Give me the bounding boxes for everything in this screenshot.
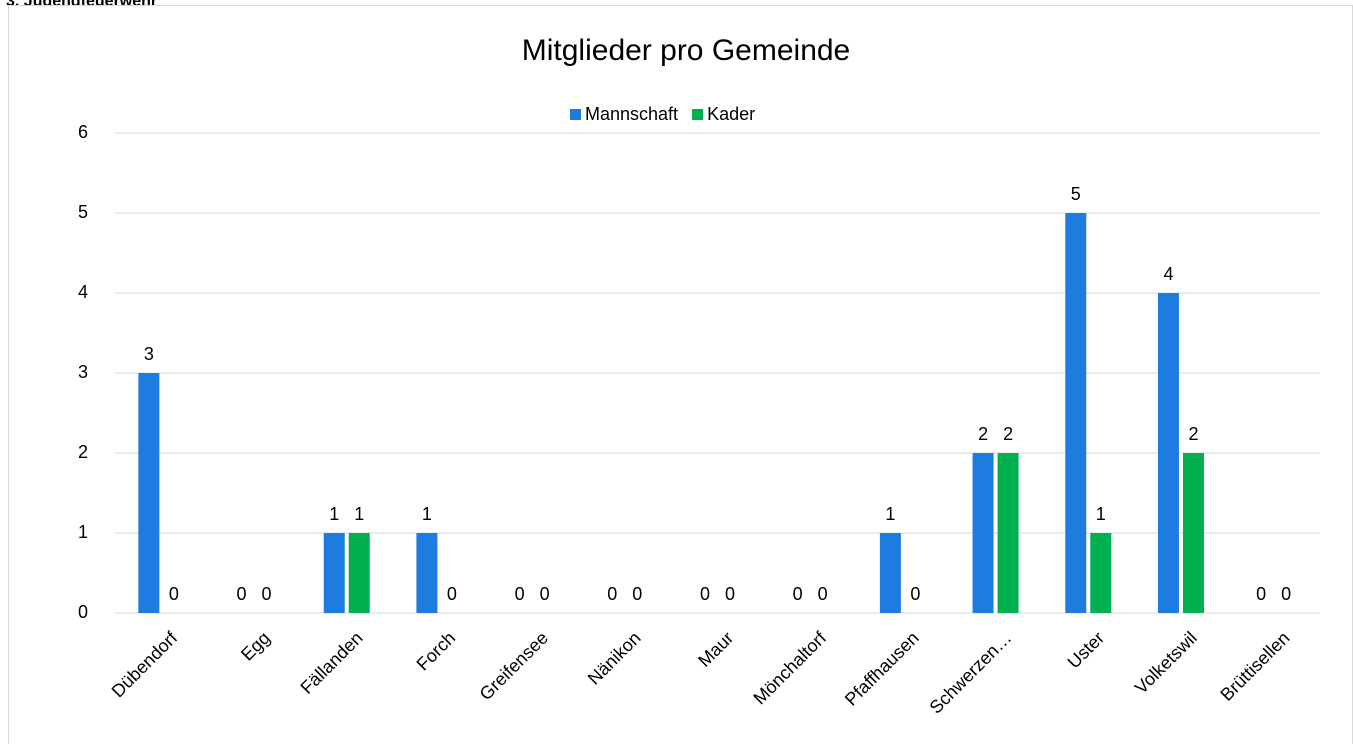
bar (138, 373, 160, 613)
bar (879, 533, 901, 613)
data-label: 1 (329, 504, 339, 524)
data-label: 0 (910, 584, 920, 604)
data-label: 0 (1256, 584, 1266, 604)
y-tick-label: 3 (78, 362, 88, 382)
bar (416, 533, 438, 613)
bar (997, 453, 1019, 613)
data-label: 0 (447, 584, 457, 604)
y-tick-label: 1 (78, 522, 88, 542)
y-tick-label: 4 (78, 282, 88, 302)
data-label: 0 (540, 584, 550, 604)
y-tick-label: 0 (78, 602, 88, 622)
data-label: 0 (1281, 584, 1291, 604)
data-label: 0 (262, 584, 272, 604)
data-label: 0 (632, 584, 642, 604)
data-label: 0 (607, 584, 617, 604)
bar (1157, 293, 1179, 613)
bar (323, 533, 345, 613)
data-label: 0 (700, 584, 710, 604)
data-label: 2 (1188, 424, 1198, 444)
y-tick-label: 6 (78, 122, 88, 142)
data-label: 0 (515, 584, 525, 604)
bar (1182, 453, 1204, 613)
data-label: 1 (1096, 504, 1106, 524)
bar (972, 453, 994, 613)
data-label: 1 (422, 504, 432, 524)
data-label: 0 (169, 584, 179, 604)
data-label: 4 (1163, 264, 1173, 284)
bar (1065, 213, 1087, 613)
chart-frame (8, 5, 1353, 744)
data-label: 2 (978, 424, 988, 444)
data-label: 1 (885, 504, 895, 524)
data-label: 5 (1071, 184, 1081, 204)
legend-label: Kader (707, 104, 755, 124)
data-label: 3 (144, 344, 154, 364)
y-tick-label: 2 (78, 442, 88, 462)
y-tick-label: 5 (78, 202, 88, 222)
bar (1090, 533, 1112, 613)
chart-title: Mitglieder pro Gemeinde (522, 34, 851, 67)
data-label: 1 (354, 504, 364, 524)
data-label: 0 (818, 584, 828, 604)
legend-label: Mannschaft (585, 104, 678, 124)
data-label: 0 (237, 584, 247, 604)
data-label: 0 (793, 584, 803, 604)
data-label: 2 (1003, 424, 1013, 444)
legend-swatch (692, 109, 704, 120)
legend-swatch (570, 109, 581, 120)
data-label: 0 (725, 584, 735, 604)
bar (348, 533, 370, 613)
